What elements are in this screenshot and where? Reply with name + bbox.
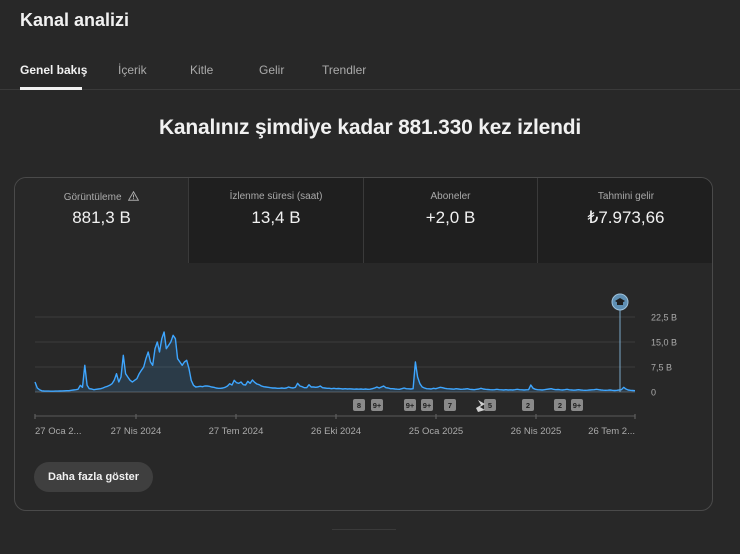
metric-views-value: 881,3 B	[72, 208, 131, 227]
event-marker	[484, 399, 496, 411]
x-tick-label: 27 Oca 2...	[35, 426, 81, 437]
metric-watch-time[interactable]: İzlenme süresi (saat) 13,4 B	[189, 178, 364, 263]
event-marker-label: 8	[357, 401, 361, 410]
tab-content[interactable]: İçerik	[118, 63, 147, 77]
headline: Kanalınız şimdiye kadar 881.330 kez izle…	[158, 116, 582, 139]
cap-base	[617, 302, 623, 305]
metric-revenue-value: ₺7.973,66	[587, 208, 665, 227]
metric-revenue[interactable]: Tahmini gelir ₺7.973,66	[538, 178, 712, 263]
shorts-icon	[476, 400, 485, 412]
x-tick-label: 27 Nis 2024	[111, 426, 162, 437]
event-marker	[404, 399, 416, 411]
x-tick-label: 27 Tem 2024	[209, 426, 264, 437]
tab-bar: Genel bakış İçerik Kitle Gelir Trendler	[0, 52, 740, 90]
x-tick-label: 26 Nis 2025	[511, 426, 562, 437]
bottom-divider	[332, 529, 396, 530]
x-tick-label: 26 Tem 2...	[588, 426, 635, 437]
tab-audience[interactable]: Kitle	[190, 63, 214, 77]
event-marker	[554, 399, 566, 411]
metric-subscribers-label: Aboneler	[430, 191, 471, 202]
metric-watch-time-label: İzlenme süresi (saat)	[229, 191, 323, 202]
analytics-card: Görüntüleme 881,3 B İzlenme süresi (saat…	[14, 177, 713, 511]
event-marker	[371, 399, 383, 411]
metric-views[interactable]: Görüntüleme 881,3 B	[15, 178, 189, 263]
y-tick-label: 0	[651, 388, 656, 398]
metric-views-label: Görüntüleme	[63, 192, 122, 203]
series-area	[35, 332, 635, 392]
active-tab-indicator	[20, 87, 82, 90]
metric-subscribers[interactable]: Aboneler +2,0 B	[364, 178, 538, 263]
event-marker	[571, 399, 583, 411]
metric-revenue-label: Tahmini gelir	[597, 191, 655, 202]
tab-trends[interactable]: Trendler	[322, 63, 367, 77]
x-tick-label: 25 Oca 2025	[409, 426, 463, 437]
views-chart-svg: 22,5 B 15,0 B 7,5 B 0 8 9+ 9+ 9+ 7 5 2 2 9+ 27 Oca 2.…	[34, 293, 677, 437]
metric-subscribers-value: +2,0 B	[425, 208, 476, 227]
tab-overview[interactable]: Genel bakış	[20, 63, 88, 77]
y-tick-label: 22,5 B	[651, 313, 677, 323]
views-chart: 22,5 B 15,0 B 7,5 B 0 8 9+ 9+ 9+ 7 5 2 2 9+ 27 Oca 2.…	[15, 264, 712, 444]
y-tick-label: 15,0 B	[651, 338, 677, 348]
warning-icon[interactable]	[128, 191, 140, 201]
event-marker	[444, 399, 456, 411]
tab-revenue[interactable]: Gelir	[259, 63, 285, 77]
y-tick-label: 7,5 B	[651, 363, 672, 373]
event-marker	[522, 399, 534, 411]
show-more-button[interactable]: Daha fazla göster	[34, 462, 154, 492]
page-title: Kanal analizi	[20, 10, 130, 30]
event-marker-label: 9+	[406, 401, 415, 410]
x-tick-label: 26 Eki 2024	[311, 426, 361, 437]
event-marker	[353, 399, 365, 411]
metric-watch-time-value: 13,4 B	[251, 208, 301, 227]
event-marker-label: 9+	[373, 401, 382, 410]
event-marker-label: 2	[526, 401, 530, 410]
event-marker-label: 9+	[423, 401, 432, 410]
event-marker	[421, 399, 433, 411]
event-marker-label: 7	[448, 401, 452, 410]
series-line	[34, 331, 636, 392]
event-marker-label: 2	[558, 401, 562, 410]
event-marker-label: 5	[488, 401, 492, 410]
event-marker-label: 9+	[573, 401, 582, 410]
